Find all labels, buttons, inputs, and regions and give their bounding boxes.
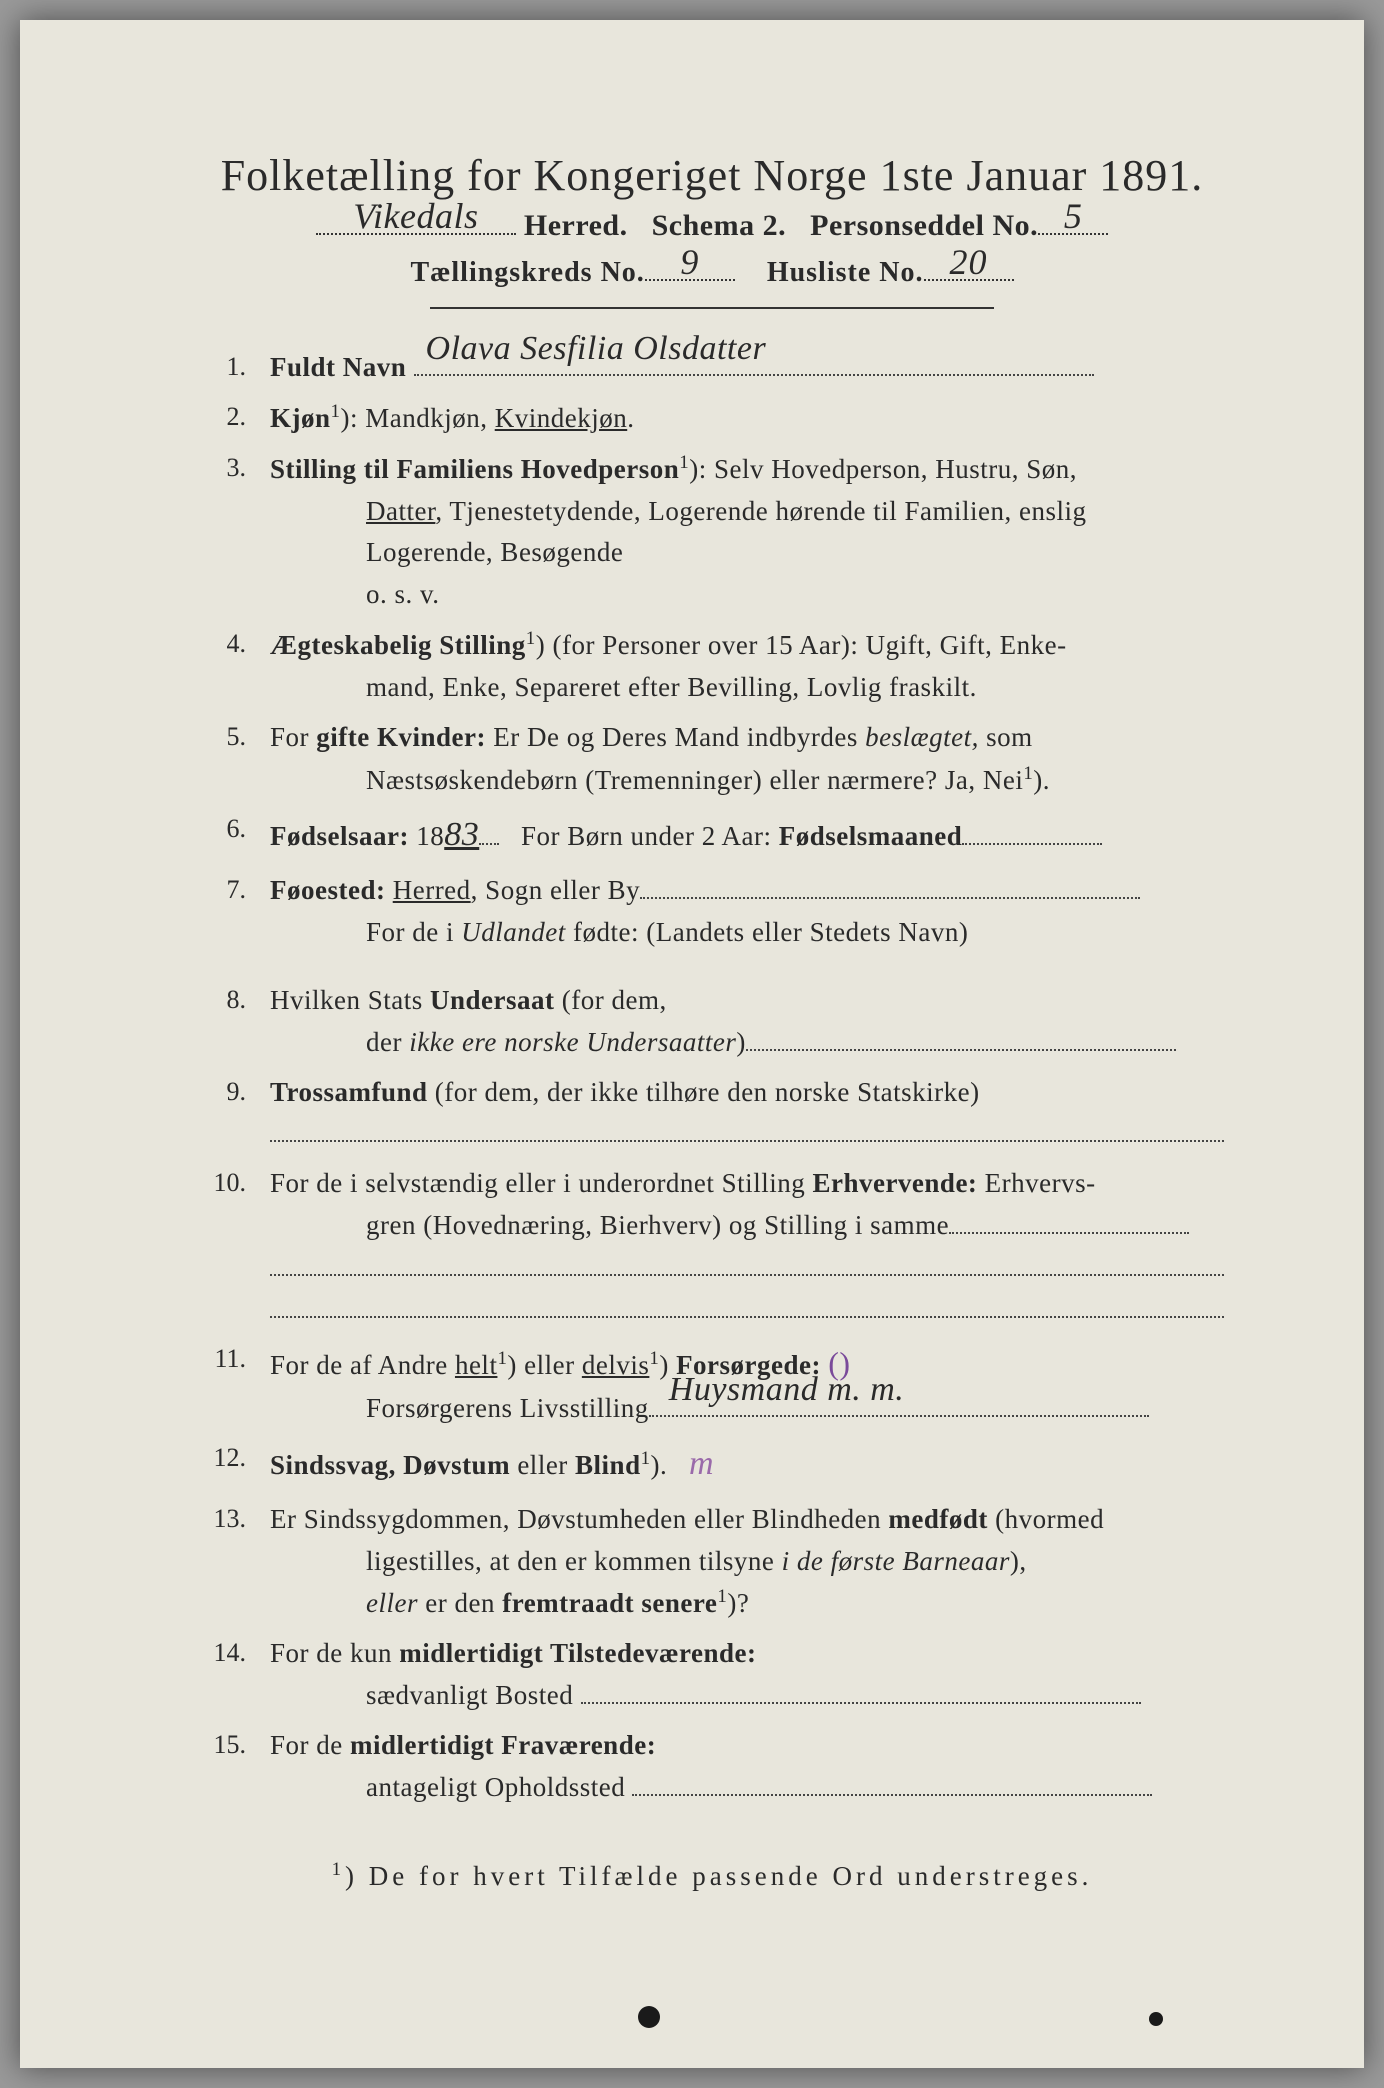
binding-hole-icon <box>1149 2012 1163 2026</box>
row-12: 12. Sindssvag, Døvstum eller Blind1). m <box>200 1438 1224 1491</box>
row-13: 13. Er Sindssygdommen, Døvstumheden elle… <box>200 1499 1224 1626</box>
row-num: 12. <box>200 1438 270 1478</box>
row-content: For de midlertidigt Fraværende: antageli… <box>270 1725 1224 1809</box>
row-5: 5. For gifte Kvinder: Er De og Deres Man… <box>200 717 1224 802</box>
subheader-line2: Tællingskreds No.9 Husliste No.20 <box>200 257 1224 289</box>
row-10: 10. For de i selvstændig eller i underor… <box>200 1163 1224 1330</box>
husliste-label: Husliste No. <box>767 257 924 288</box>
row-11: 11. For de af Andre helt1) eller delvis1… <box>200 1339 1224 1430</box>
personseddel-no: 5 <box>1064 195 1083 237</box>
binding-hole-icon <box>638 2006 660 2028</box>
row-content: Sindssvag, Døvstum eller Blind1). m <box>270 1438 1224 1491</box>
row-4: 4. Ægteskabelig Stilling1) (for Personer… <box>200 624 1224 709</box>
row-num: 11. <box>200 1339 270 1379</box>
row-num: 3. <box>200 448 270 488</box>
r12-hw: m <box>689 1445 714 1482</box>
main-title: Folketælling for Kongeriget Norge 1ste J… <box>200 150 1224 201</box>
row-content: For de kun midlertidigt Tilstedeværende:… <box>270 1633 1224 1717</box>
kreds-label: Tællingskreds No. <box>410 257 644 288</box>
row-content: Kjøn1): Mandkjøn, Kvindekjøn. <box>270 397 1224 440</box>
row-content: Hvilken Stats Undersaat (for dem, der ik… <box>270 980 1224 1064</box>
row-content: For gifte Kvinder: Er De og Deres Mand i… <box>270 717 1224 802</box>
row-num: 10. <box>200 1163 270 1203</box>
herred-label: Herred. <box>524 209 628 242</box>
row-8: 8. Hvilken Stats Undersaat (for dem, der… <box>200 980 1224 1064</box>
row-num: 9. <box>200 1072 270 1112</box>
row-num: 14. <box>200 1633 270 1673</box>
row-num: 15. <box>200 1725 270 1765</box>
name-handwritten: Olava Sesfilia Olsdatter <box>426 323 767 376</box>
row-content: Fuldt Navn Olava Sesfilia Olsdatter <box>270 347 1224 389</box>
row-num: 6. <box>200 809 270 849</box>
row-content: Er Sindssygdommen, Døvstumheden eller Bl… <box>270 1499 1224 1626</box>
schema-label: Schema 2. <box>652 209 787 242</box>
subheader-line1: Vikedals Herred. Schema 2. Personseddel … <box>200 209 1224 243</box>
row-num: 4. <box>200 624 270 664</box>
form-header: Folketælling for Kongeriget Norge 1ste J… <box>200 150 1224 309</box>
header-divider <box>430 307 993 309</box>
row-num: 5. <box>200 717 270 757</box>
row-content: Stilling til Familiens Hovedperson1): Se… <box>270 448 1224 616</box>
forsorger-hw: Huysmand m. m. <box>669 1364 905 1417</box>
birthyear-hw: 83 <box>444 816 479 853</box>
footnote: 1) De for hvert Tilfælde passende Ord un… <box>200 1859 1224 1892</box>
personseddel-label: Personseddel No. <box>810 209 1038 242</box>
row-content: For de i selvstændig eller i underordnet… <box>270 1163 1224 1330</box>
row-15: 15. For de midlertidigt Fraværende: anta… <box>200 1725 1224 1809</box>
row-num: 1. <box>200 347 270 387</box>
row-content: Fødselsaar: 1883 For Børn under 2 Aar: F… <box>270 809 1224 862</box>
row-content: Føoested: Herred, Sogn eller By For de i… <box>270 870 1224 954</box>
row-3: 3. Stilling til Familiens Hovedperson1):… <box>200 448 1224 616</box>
kreds-no: 9 <box>680 241 699 283</box>
row-num: 7. <box>200 870 270 910</box>
herred-handwritten: Vikedals <box>353 195 478 237</box>
husliste-no: 20 <box>950 241 988 283</box>
census-form-page: Folketælling for Kongeriget Norge 1ste J… <box>20 20 1364 2068</box>
row-num: 13. <box>200 1499 270 1539</box>
row-num: 8. <box>200 980 270 1020</box>
row-2: 2. Kjøn1): Mandkjøn, Kvindekjøn. <box>200 397 1224 440</box>
row-7: 7. Føoested: Herred, Sogn eller By For d… <box>200 870 1224 954</box>
row-num: 2. <box>200 397 270 437</box>
row-14: 14. For de kun midlertidigt Tilstedevære… <box>200 1633 1224 1717</box>
row-9: 9. Trossamfund (for dem, der ikke tilhør… <box>200 1072 1224 1156</box>
row-content: For de af Andre helt1) eller delvis1) Fo… <box>270 1339 1224 1430</box>
row-1: 1. Fuldt Navn Olava Sesfilia Olsdatter <box>200 347 1224 389</box>
row-content: Ægteskabelig Stilling1) (for Personer ov… <box>270 624 1224 709</box>
row-content: Trossamfund (for dem, der ikke tilhøre d… <box>270 1072 1224 1156</box>
row-6: 6. Fødselsaar: 1883 For Børn under 2 Aar… <box>200 809 1224 862</box>
